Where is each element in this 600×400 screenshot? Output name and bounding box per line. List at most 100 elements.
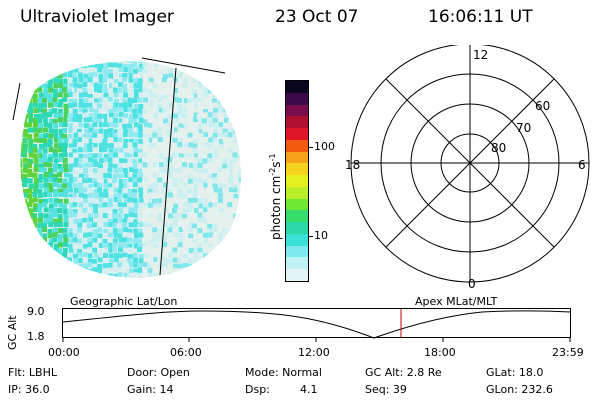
image-pixel [98,138,104,144]
image-pixel [128,277,134,278]
colorbar-band [286,175,308,187]
image-pixel [207,63,213,69]
image-pixel [118,93,124,99]
image-pixel [162,257,168,263]
image-pixel [203,198,209,204]
image-pixel [237,207,241,213]
image-pixel [48,153,54,159]
image-pixel [82,263,88,269]
image-pixel [20,107,23,113]
image-pixel [218,198,224,204]
image-pixel [133,138,139,144]
image-pixel [67,257,73,263]
image-pixel [73,187,79,193]
image-pixel [28,107,34,113]
image-pixel [72,73,78,79]
image-pixel [123,152,129,158]
image-pixel [98,122,104,128]
image-pixel [83,61,89,63]
image-pixel [108,222,114,228]
image-pixel [22,82,28,88]
image-pixel [217,163,223,169]
image-pixel [157,177,163,183]
image-pixel [197,153,203,159]
image-pixel [38,263,44,269]
image-pixel [47,263,53,269]
image-pixel [137,277,143,278]
image-pixel [238,98,241,104]
image-pixel [127,68,133,74]
image-pixel [228,158,234,164]
image-pixel [168,252,174,258]
image-pixel [223,153,229,159]
image-pixel [108,112,114,118]
image-pixel [218,122,224,128]
image-pixel [237,153,241,159]
image-pixel [88,62,94,68]
image-pixel [223,177,229,183]
image-pixel [58,168,64,174]
image-pixel [33,232,39,238]
image-pixel [193,103,199,109]
image-pixel [232,92,238,98]
image-pixel [187,132,193,138]
image-pixel [127,88,133,94]
image-pixel [68,232,74,238]
image-pixel [20,128,23,134]
image-pixel [98,83,104,89]
image-pixel [148,122,154,128]
image-pixel [58,122,64,128]
image-pixel [232,103,238,109]
image-pixel [58,133,64,139]
image-pixel [224,278,229,283]
image-pixel [98,73,104,79]
image-pixel [93,272,99,278]
image-pixel [167,203,173,209]
image-pixel [137,152,143,158]
image-pixel [92,222,98,228]
image-pixel [112,228,118,234]
image-pixel [237,162,241,168]
image-pixel [227,197,233,203]
image-pixel [133,68,139,74]
image-pixel [108,247,114,253]
image-pixel [108,78,114,84]
image-pixel [63,217,69,223]
image-pixel [108,232,114,238]
image-pixel [112,213,118,219]
image-pixel [142,137,148,143]
image-pixel [33,182,39,188]
image-pixel [128,212,134,218]
image-pixel [178,177,184,183]
image-pixel [178,207,184,213]
image-pixel [107,173,113,179]
image-pixel [212,202,218,208]
image-pixel [43,198,49,204]
image-pixel [62,142,68,148]
image-pixel [92,237,98,243]
image-pixel [82,158,88,164]
image-pixel [72,212,78,218]
image-pixel [68,167,74,173]
image-pixel [193,153,199,159]
image-pixel [122,77,128,83]
image-pixel [217,213,223,219]
image-pixel [53,73,59,79]
image-pixel [213,82,219,88]
image-pixel [27,188,33,194]
image-pixel [78,77,84,83]
image-pixel [23,218,29,224]
image-pixel [102,207,108,213]
image-pixel [33,118,39,124]
image-pixel [137,273,143,278]
image-pixel [228,113,234,119]
image-pixel [242,88,247,93]
image-pixel [128,222,134,228]
image-pixel [112,208,118,214]
image-pixel [63,222,69,228]
image-pixel [132,222,138,228]
image-pixel [182,128,188,134]
image-pixel [183,198,189,204]
image-pixel [148,157,154,163]
image-pixel [72,192,78,198]
